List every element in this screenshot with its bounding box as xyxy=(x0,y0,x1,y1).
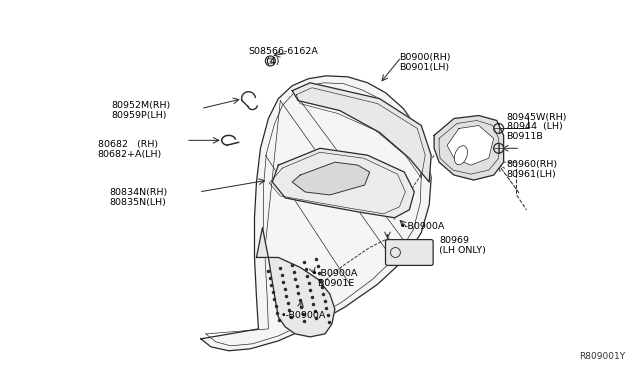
Text: 80944  (LH): 80944 (LH) xyxy=(507,122,563,131)
Text: • B0900A: • B0900A xyxy=(312,269,357,278)
Polygon shape xyxy=(292,162,370,195)
FancyBboxPatch shape xyxy=(385,240,433,265)
Text: 80969: 80969 xyxy=(439,235,469,245)
Text: 80960(RH): 80960(RH) xyxy=(507,160,557,169)
Text: S08566-6162A: S08566-6162A xyxy=(248,47,319,56)
Text: B0911B: B0911B xyxy=(507,132,543,141)
Text: 80945W(RH): 80945W(RH) xyxy=(507,113,567,122)
Text: (4): (4) xyxy=(260,57,280,66)
Text: •-B0900A: •-B0900A xyxy=(280,311,326,320)
Text: (LH ONLY): (LH ONLY) xyxy=(439,246,486,254)
Polygon shape xyxy=(273,148,414,218)
Ellipse shape xyxy=(454,146,467,165)
Text: 80835N(LH): 80835N(LH) xyxy=(109,198,166,207)
Text: 80961(LH): 80961(LH) xyxy=(507,170,556,179)
Text: •-B0900A: •-B0900A xyxy=(399,222,445,231)
Text: 80682+A(LH): 80682+A(LH) xyxy=(98,150,162,159)
Text: B0900(RH): B0900(RH) xyxy=(399,53,451,62)
Polygon shape xyxy=(447,125,493,165)
Polygon shape xyxy=(434,116,504,180)
Polygon shape xyxy=(292,83,431,182)
Polygon shape xyxy=(257,228,335,337)
Text: 80952M(RH): 80952M(RH) xyxy=(111,101,171,110)
Text: B0901(LH): B0901(LH) xyxy=(399,63,449,72)
Polygon shape xyxy=(201,76,431,351)
Text: R809001Y: R809001Y xyxy=(580,352,626,361)
Text: 80959P(LH): 80959P(LH) xyxy=(111,110,167,119)
Text: S: S xyxy=(269,58,272,64)
Text: B0901E: B0901E xyxy=(312,279,355,288)
Text: 80834N(RH): 80834N(RH) xyxy=(109,188,168,197)
Text: 80682   (RH): 80682 (RH) xyxy=(98,140,158,149)
